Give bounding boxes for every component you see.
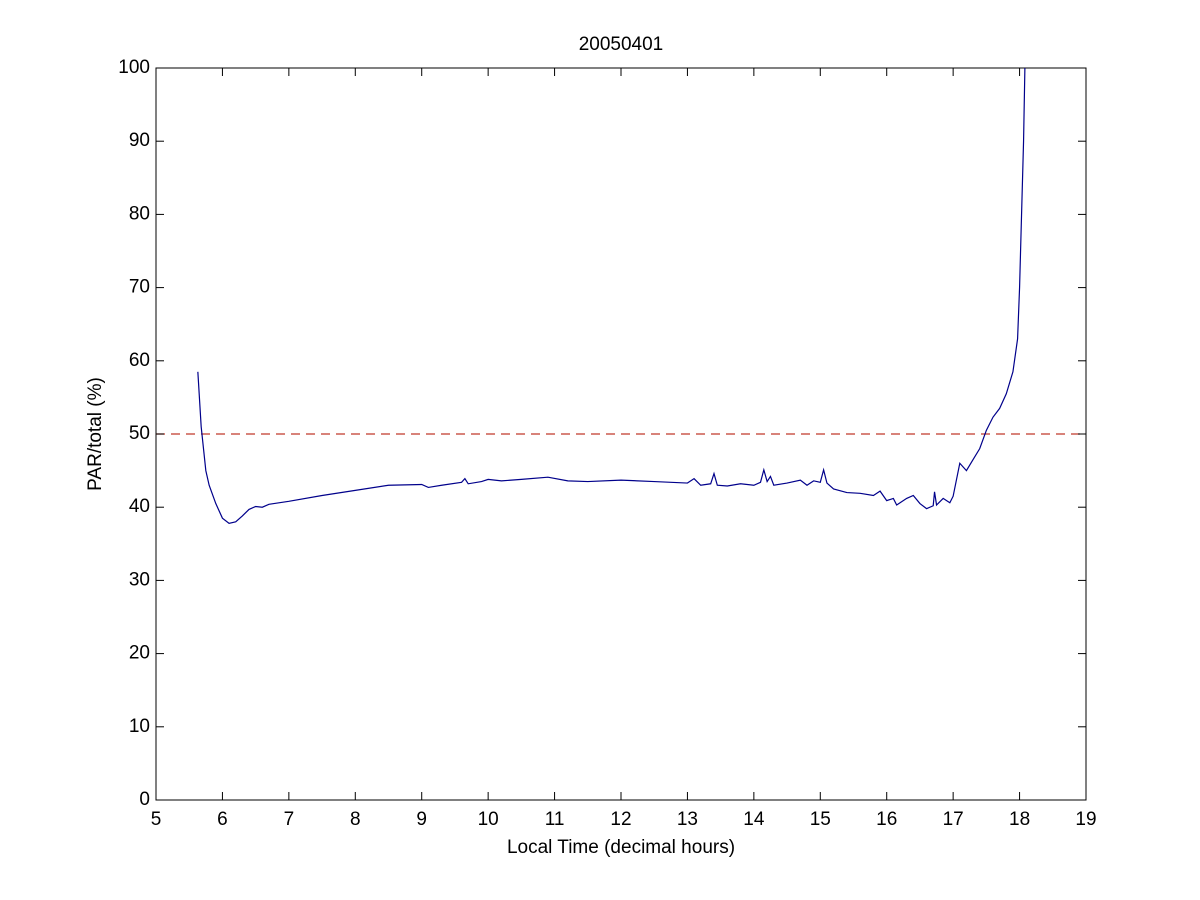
chart-title: 20050401 (579, 34, 664, 55)
x-tick-label: 15 (810, 809, 831, 830)
y-tick-label: 90 (129, 130, 150, 151)
y-tick-label: 20 (129, 643, 150, 664)
x-tick-label: 9 (416, 809, 427, 830)
x-tick-label: 17 (943, 809, 964, 830)
data-line (197, 68, 1026, 524)
x-tick-label: 14 (743, 809, 765, 830)
x-tick-label: 8 (350, 809, 361, 830)
x-tick-label: 12 (610, 809, 631, 830)
y-tick-label: 10 (129, 716, 150, 737)
y-tick-label: 60 (129, 350, 150, 371)
y-tick-label: 100 (118, 57, 150, 78)
y-tick-label: 40 (129, 496, 150, 517)
x-tick-label: 6 (217, 809, 228, 830)
x-tick-label: 13 (677, 809, 698, 830)
plot-area (156, 68, 1086, 524)
y-axis-label: PAR/total (%) (85, 377, 106, 491)
x-tick-label: 10 (478, 809, 499, 830)
x-tick-label: 11 (545, 809, 565, 830)
y-tick-label: 70 (129, 277, 150, 298)
x-axis-label: Local Time (decimal hours) (507, 837, 735, 858)
x-tick-label: 5 (151, 809, 162, 830)
x-tick-label: 18 (1009, 809, 1030, 830)
x-tick-label: 19 (1075, 809, 1096, 830)
y-tick-label: 0 (139, 789, 150, 810)
y-tick-label: 30 (129, 569, 150, 590)
x-tick-label: 16 (876, 809, 897, 830)
x-tick-label: 7 (284, 809, 295, 830)
y-tick-label: 80 (129, 203, 150, 224)
y-tick-label: 50 (129, 423, 150, 444)
